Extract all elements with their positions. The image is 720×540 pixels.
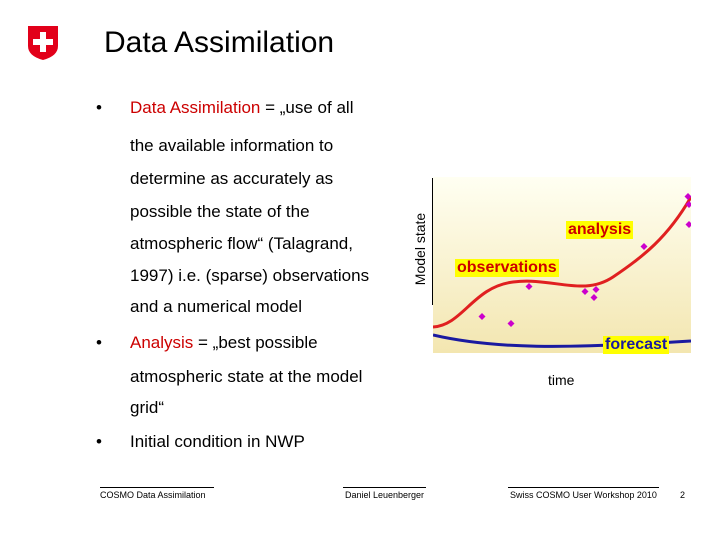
- bullet-2-first-line: Analysis = „best possible: [130, 327, 318, 358]
- bullet-marker: •: [96, 432, 102, 451]
- bullet-1-definition-start: = „use of all: [260, 98, 354, 117]
- model-state-axis-label: Model state: [412, 212, 428, 286]
- bullet-3-text: Initial condition in NWP: [130, 432, 305, 451]
- footer-course-name: COSMO Data Assimilation: [100, 490, 206, 500]
- footer-divider-left: [100, 487, 214, 488]
- observation-marker: [685, 221, 691, 228]
- bullet-1-term: Data Assimilation: [130, 98, 261, 117]
- bullet-1-line: possible the state of the: [130, 202, 310, 221]
- bullet-marker: •: [96, 333, 102, 352]
- observation-marker: [478, 313, 486, 320]
- time-axis-label: time: [548, 372, 575, 388]
- observations-label: observations: [455, 259, 559, 277]
- page-number: 2: [680, 490, 686, 500]
- swiss-cross-logo: [28, 26, 58, 60]
- observation-marker: [684, 193, 691, 200]
- observation-marker: [507, 320, 515, 327]
- slide-title: Data Assimilation: [104, 26, 335, 59]
- bullet-1-line: atmospheric flow“ (Talagrand,: [130, 234, 353, 253]
- footer-author: Daniel Leuenberger: [345, 490, 425, 500]
- bullet-marker: •: [96, 98, 102, 117]
- observation-marker: [592, 286, 600, 293]
- footer-divider-right: [508, 487, 659, 488]
- observation-marker: [685, 201, 691, 208]
- bullet-2-definition-start: = „best possible: [193, 333, 318, 352]
- bullet-1-line: and a numerical model: [130, 297, 302, 316]
- analysis-label: analysis: [566, 221, 634, 239]
- bullet-1-line: the available information to: [130, 136, 334, 155]
- observation-marker: [590, 294, 598, 301]
- bullet-2-term: Analysis: [130, 333, 194, 352]
- bullet-2-line: grid“: [130, 398, 165, 417]
- bullet-1-first-line: Data Assimilation = „use of all: [130, 92, 353, 123]
- footer-event: Swiss COSMO User Workshop 2010: [510, 490, 657, 500]
- observation-marker: [640, 243, 648, 250]
- footer-divider-center: [343, 487, 426, 488]
- observation-marker: [525, 283, 533, 290]
- y-axis-line: [432, 178, 433, 305]
- analysis-line: [433, 196, 691, 329]
- bullet-1-line: 1997) i.e. (sparse) observations: [130, 266, 370, 285]
- bullet-2-line: atmospheric state at the model: [130, 367, 363, 386]
- bullet-1-line: determine as accurately as: [130, 169, 334, 188]
- forecast-label: forecast: [603, 336, 670, 354]
- observation-marker: [581, 288, 589, 295]
